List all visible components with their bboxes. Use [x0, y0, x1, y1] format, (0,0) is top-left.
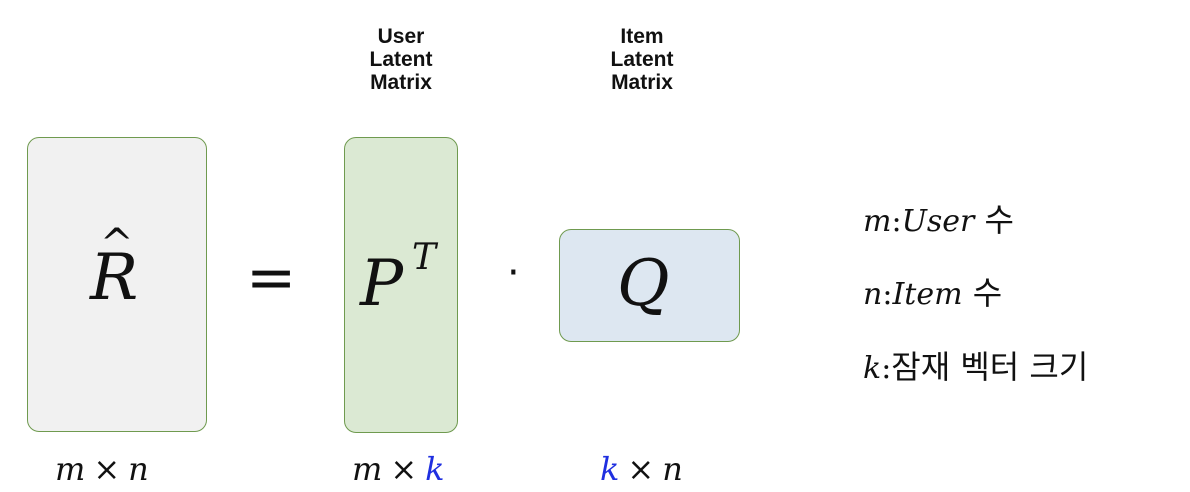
- p-matrix-box: [344, 137, 458, 433]
- p-dim-times: ×: [390, 450, 418, 488]
- user-latent-matrix-label: User Latent Matrix: [369, 25, 433, 94]
- p-symbol: P: [360, 247, 404, 321]
- p-dim-rows: m: [352, 450, 383, 488]
- legend-n-colon: :: [882, 277, 893, 312]
- r-hat-symbol: R: [90, 241, 139, 315]
- r-hat-dimension: m × n: [55, 451, 149, 487]
- r-hat-matrix-box: [27, 137, 207, 432]
- legend-m-word: User: [901, 204, 975, 239]
- legend-m: m:User 수: [863, 202, 1014, 240]
- q-dim-rows: k: [600, 450, 620, 488]
- item-latent-matrix-label: Item Latent Matrix: [610, 25, 674, 94]
- dot-operator: ·: [507, 250, 520, 296]
- legend-n-word: Item: [892, 277, 963, 312]
- q-symbol: Q: [617, 247, 670, 321]
- p-transpose-superscript: T: [412, 237, 437, 278]
- q-matrix-box: [559, 229, 740, 342]
- p-dimension: m × k: [352, 451, 445, 487]
- r-hat-accent: ^: [100, 221, 134, 267]
- legend-k: k:잠재 벡터 크기: [863, 349, 1088, 387]
- q-dim-times: ×: [627, 450, 655, 488]
- legend-n-var: n: [863, 277, 883, 312]
- q-dimension: k × n: [600, 451, 683, 487]
- r-dim-cols: n: [128, 450, 149, 488]
- legend-k-var: k: [863, 351, 882, 386]
- p-dim-cols: k: [425, 450, 445, 488]
- legend-m-var: m: [863, 204, 892, 239]
- legend-m-colon: :: [891, 204, 902, 239]
- legend-m-kor: 수: [974, 201, 1014, 239]
- legend-k-colon: :: [881, 351, 892, 386]
- r-dim-rows: m: [55, 450, 86, 488]
- legend-n-kor: 수: [962, 274, 1003, 312]
- legend-k-kor: 잠재 벡터 크기: [891, 348, 1089, 386]
- q-dim-cols: n: [662, 450, 683, 488]
- r-dim-times: ×: [93, 450, 121, 488]
- equals-operator: =: [246, 243, 297, 313]
- legend-n: n:Item 수: [863, 275, 1002, 313]
